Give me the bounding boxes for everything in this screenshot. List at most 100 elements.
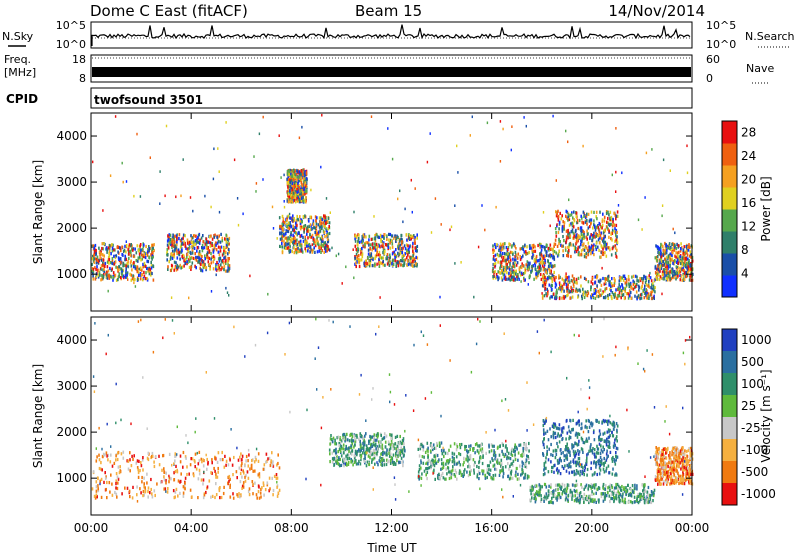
data-cell (295, 180, 298, 184)
data-cell (117, 250, 119, 254)
data-cell (186, 472, 188, 477)
data-cell (593, 219, 595, 223)
data-cell (657, 267, 660, 272)
data-cell (685, 274, 687, 279)
data-cell (210, 205, 212, 209)
data-cell (215, 241, 218, 245)
data-cell (643, 296, 646, 300)
data-cell (385, 434, 388, 438)
data-cell (229, 477, 231, 481)
data-cell (146, 266, 149, 271)
data-cell (562, 244, 564, 248)
data-cell (414, 187, 416, 190)
data-cell (518, 277, 520, 281)
data-cell (660, 263, 663, 267)
data-cell (532, 264, 535, 268)
data-cell (413, 264, 415, 268)
data-cell (305, 200, 307, 204)
data-cell (637, 294, 640, 298)
data-cell (503, 273, 506, 277)
data-cell (355, 252, 358, 256)
data-cell (228, 242, 230, 246)
data-cell (492, 250, 494, 255)
data-cell (501, 251, 504, 256)
data-cell (163, 478, 166, 482)
data-cell (501, 271, 503, 275)
data-cell (459, 463, 462, 467)
data-cell (529, 244, 531, 248)
data-cell (567, 231, 569, 235)
data-cell (528, 265, 531, 270)
data-cell (293, 228, 296, 232)
data-cell (343, 457, 345, 461)
data-cell (174, 469, 177, 474)
data-cell (313, 242, 315, 246)
data-cell (524, 271, 526, 275)
data-cell (611, 224, 614, 228)
data-cell (187, 260, 189, 264)
data-cell (512, 265, 514, 268)
data-cell (496, 275, 498, 279)
data-cell (583, 276, 586, 280)
data-cell (305, 177, 308, 181)
data-cell (217, 240, 220, 244)
cpid-label: CPID (6, 92, 38, 106)
data-cell (257, 459, 260, 463)
data-cell (578, 218, 581, 223)
data-cell (190, 267, 192, 271)
data-cell (182, 494, 185, 498)
data-cell (679, 278, 682, 282)
data-cell (569, 296, 571, 300)
data-cell (566, 276, 569, 280)
data-cell (648, 296, 650, 300)
power-colorbar-frame (721, 120, 738, 298)
data-cell (142, 278, 144, 282)
data-cell (653, 288, 655, 292)
data-cell (326, 240, 329, 244)
data-cell (150, 273, 152, 277)
data-cell (287, 181, 290, 185)
data-cell (225, 240, 228, 244)
data-cell (643, 274, 645, 279)
data-cell (141, 458, 144, 462)
data-cell (193, 240, 195, 244)
data-cell (180, 472, 182, 476)
data-cell (615, 238, 617, 242)
data-cell (171, 249, 174, 253)
data-cell (561, 229, 564, 233)
data-cell (601, 226, 603, 230)
data-cell (412, 260, 415, 264)
data-cell (165, 479, 167, 483)
data-cell (484, 228, 486, 232)
data-cell (535, 276, 537, 280)
data-cell (580, 243, 582, 247)
data-cell (365, 241, 367, 245)
data-cell (276, 463, 278, 467)
data-cell (219, 486, 221, 490)
data-cell (539, 257, 541, 261)
data-cell (678, 250, 680, 254)
data-cell (509, 258, 512, 262)
data-cell (122, 456, 125, 460)
data-cell (219, 246, 221, 250)
data-cell (213, 256, 215, 260)
data-cell (293, 219, 296, 223)
data-cell (302, 226, 304, 230)
data-cell (125, 264, 127, 268)
data-cell (135, 461, 138, 465)
data-cell (516, 275, 518, 278)
data-cell (489, 468, 492, 472)
data-cell (661, 270, 664, 274)
data-cell (660, 276, 663, 280)
data-cell (355, 439, 357, 443)
data-cell (499, 266, 501, 270)
data-cell (527, 267, 530, 271)
data-cell (598, 248, 600, 252)
data-cell (95, 267, 97, 272)
data-cell (558, 227, 560, 231)
data-cell (312, 248, 315, 252)
data-cell (544, 254, 547, 258)
data-cell (211, 461, 213, 465)
data-cell (611, 173, 613, 177)
data-cell (414, 246, 416, 250)
